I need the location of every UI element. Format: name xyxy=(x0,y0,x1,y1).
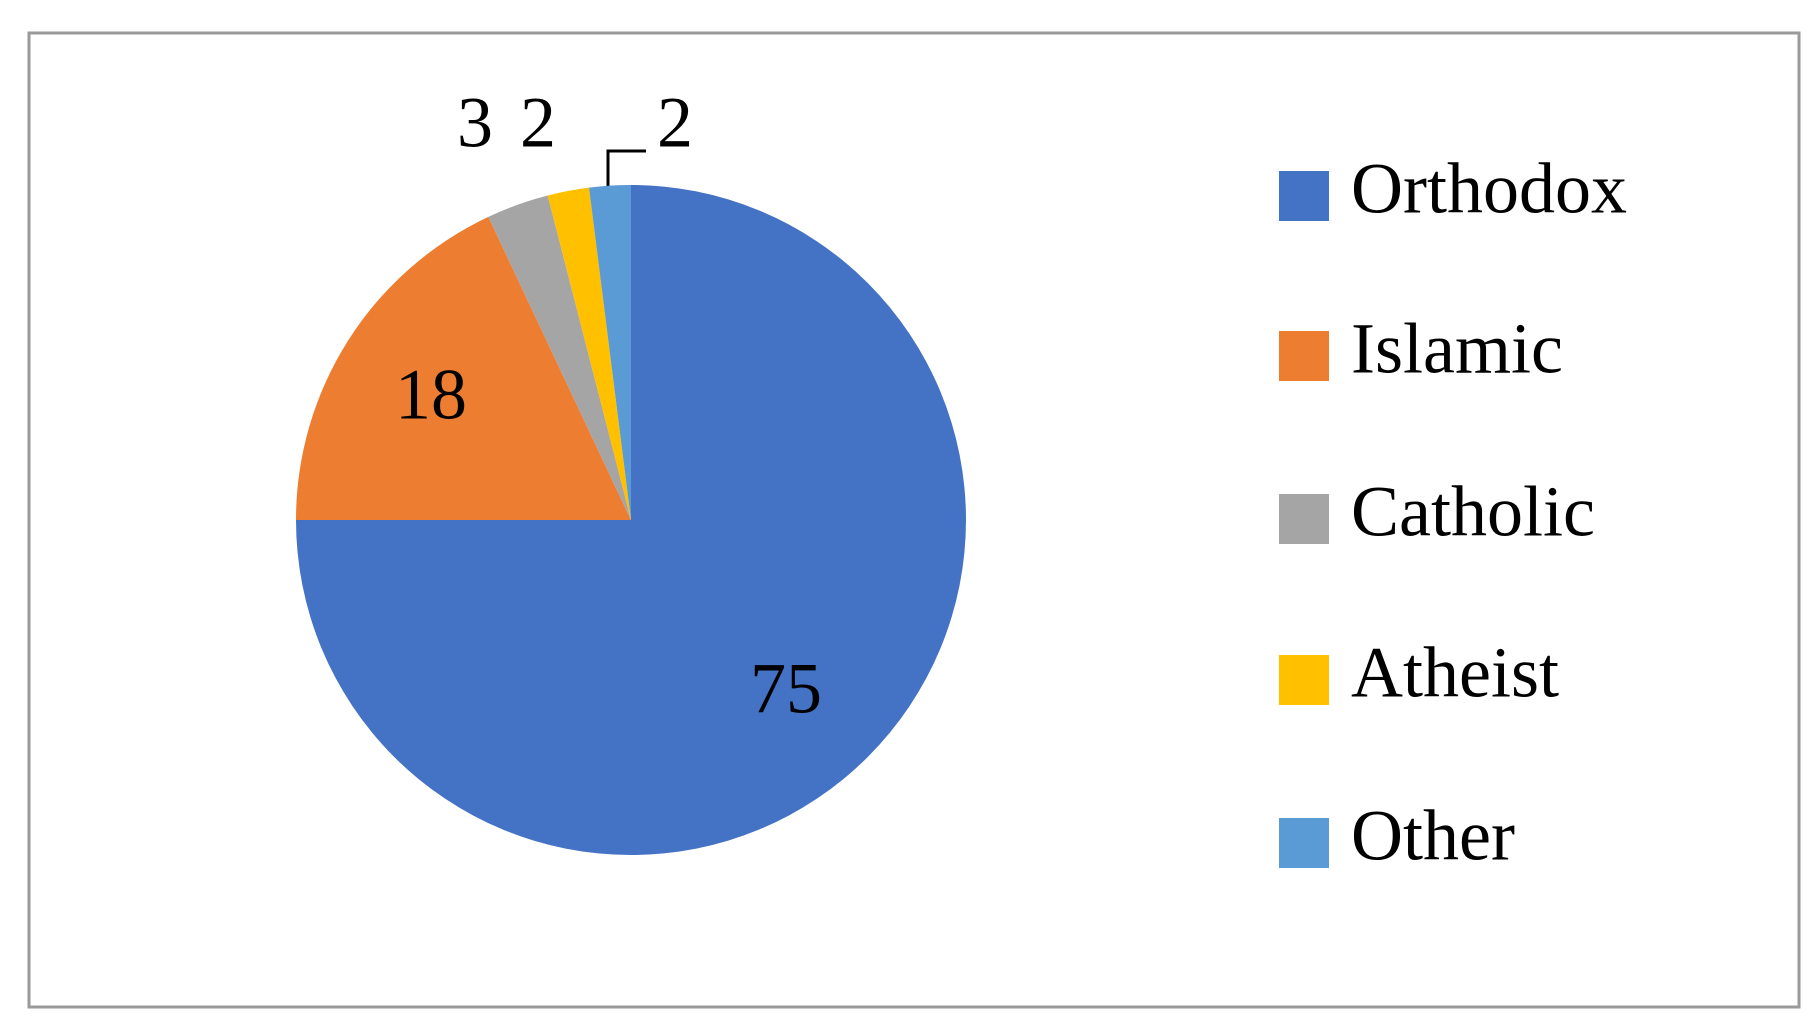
legend-label: Islamic xyxy=(1351,309,1563,389)
pie-slice xyxy=(589,185,631,520)
legend-label: Catholic xyxy=(1351,472,1595,552)
legend-label: Orthodox xyxy=(1351,149,1627,229)
legend-swatch xyxy=(1279,818,1329,868)
data-label: 3 xyxy=(457,83,493,163)
pie-slice xyxy=(488,195,631,520)
pie-slice xyxy=(547,187,631,520)
legend-swatch xyxy=(1279,171,1329,221)
data-label: 75 xyxy=(750,649,822,729)
pie-slice xyxy=(296,216,631,520)
leader-line xyxy=(606,149,646,188)
legend-label: Other xyxy=(1351,796,1515,876)
legend-swatch xyxy=(1279,494,1329,544)
data-label: 2 xyxy=(520,83,556,163)
legend-swatch xyxy=(1279,331,1329,381)
data-label: 2 xyxy=(657,83,693,163)
data-label: 18 xyxy=(395,355,467,435)
legend-swatch xyxy=(1279,655,1329,705)
legend-label: Atheist xyxy=(1351,633,1559,713)
